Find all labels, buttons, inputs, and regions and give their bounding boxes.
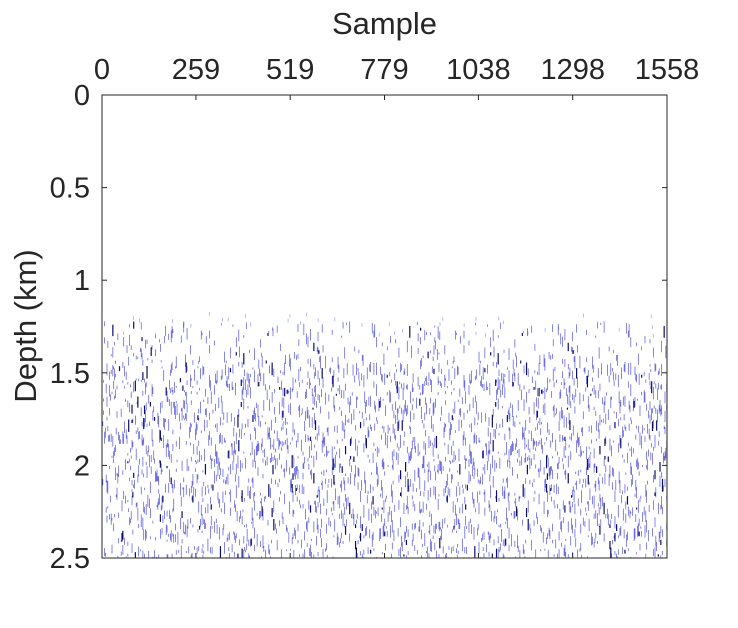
x-tick-label: 259 [172,54,220,86]
x-tick-label: 1038 [446,54,511,86]
y-tick-label: 1 [74,265,90,297]
x-tick-label: 1298 [540,54,605,86]
x-tick-label: 1558 [635,54,700,86]
plot-area [102,95,667,558]
x-tick-label: 779 [360,54,408,86]
y-axis-title: Depth (km) [8,249,43,402]
y-tick-label: 0 [74,80,90,112]
x-tick-label: 519 [266,54,314,86]
y-tick-label: 1.5 [50,358,90,390]
x-axis-ticks: 0 259 519 779 1038 1298 1558 [94,54,699,558]
x-tick-label: 0 [94,54,110,86]
seismic-events [102,311,667,558]
y-tick-label: 2 [74,450,90,482]
y-tick-label: 0.5 [50,173,90,205]
y-axis-ticks: 0 0.5 1 1.5 2 2.5 [50,80,667,575]
y-tick-label: 2.5 [50,543,90,575]
x-axis-title: Sample [332,6,437,41]
